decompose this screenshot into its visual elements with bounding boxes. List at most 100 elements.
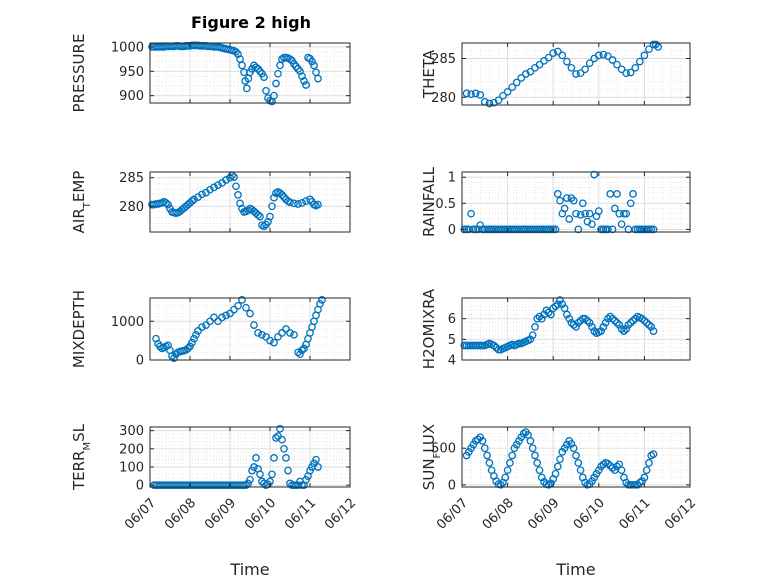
data-point xyxy=(462,89,471,98)
data-point xyxy=(604,52,612,61)
data-point xyxy=(613,318,621,327)
data-point xyxy=(553,462,562,471)
data-point xyxy=(631,63,640,72)
y-label-base: PRESSURE xyxy=(70,34,88,113)
data-point xyxy=(531,451,539,460)
y-label-suffix: LUX xyxy=(420,424,438,453)
data-point xyxy=(314,463,322,471)
data-point xyxy=(640,51,649,60)
data-point xyxy=(622,325,631,333)
y-tick-label: 1000 xyxy=(111,315,144,330)
data-point xyxy=(578,314,587,323)
data-point xyxy=(622,69,631,78)
data-point xyxy=(280,444,288,453)
data-point xyxy=(572,70,580,78)
data-point xyxy=(647,323,656,331)
data-point xyxy=(206,317,214,326)
data-point xyxy=(599,225,608,234)
data-point xyxy=(270,454,278,462)
data-point xyxy=(647,225,656,234)
data-point xyxy=(617,325,626,333)
data-point xyxy=(649,450,658,458)
data-points xyxy=(462,428,658,489)
y-axis-label: H2OMIXRA xyxy=(420,288,438,369)
axes-box xyxy=(149,426,351,488)
data-point xyxy=(517,74,526,82)
data-points xyxy=(152,296,326,362)
y-tick-label: 1 xyxy=(448,171,456,186)
y-axis-label: MIXDEPTH xyxy=(70,290,88,368)
data-point xyxy=(615,321,624,329)
data-point xyxy=(574,225,583,234)
data-point xyxy=(198,323,206,331)
data-point xyxy=(512,78,521,87)
data-point xyxy=(642,466,651,475)
data-point xyxy=(286,55,294,63)
y-tick-label: 280 xyxy=(119,200,144,215)
data-point xyxy=(198,190,206,199)
data-point xyxy=(626,318,635,327)
data-point xyxy=(640,473,649,482)
data-point xyxy=(282,454,290,462)
data-point xyxy=(574,459,583,467)
plot-area xyxy=(150,43,350,103)
data-point xyxy=(496,480,505,489)
data-point xyxy=(242,481,250,490)
data-point xyxy=(629,316,637,325)
y-tick-label: 280 xyxy=(431,91,456,106)
data-point xyxy=(478,437,487,445)
y-tick-label: 100 xyxy=(119,461,144,476)
data-point xyxy=(314,74,322,83)
data-point xyxy=(608,225,617,234)
axes-box xyxy=(149,171,351,233)
data-point xyxy=(649,327,658,335)
data-point xyxy=(246,475,254,484)
y-label-base: TERR xyxy=(70,451,88,492)
data-point xyxy=(234,50,242,59)
data-point xyxy=(645,225,653,234)
data-point xyxy=(590,170,599,179)
data-point xyxy=(266,336,274,345)
data-point xyxy=(300,77,308,85)
y-label-suffix: EMP xyxy=(70,171,88,202)
data-point xyxy=(526,437,535,445)
data-point xyxy=(282,325,290,333)
data-point xyxy=(278,329,286,337)
data-point xyxy=(194,327,202,335)
data-point xyxy=(310,61,318,70)
data-point xyxy=(613,60,621,69)
y-axis-label: AIRTEMP xyxy=(70,171,93,234)
data-point xyxy=(312,455,320,464)
data-point xyxy=(270,338,278,347)
data-point xyxy=(300,344,308,353)
y-tick-label: 0 xyxy=(136,354,144,369)
data-point xyxy=(544,53,553,62)
data-point xyxy=(260,222,268,231)
data-point xyxy=(578,199,587,208)
data-point xyxy=(276,189,284,197)
data-point xyxy=(298,72,306,81)
data-point xyxy=(624,321,633,329)
x-axis-label: Time xyxy=(229,560,269,579)
data-point xyxy=(606,312,615,321)
data-point xyxy=(168,352,176,360)
data-point xyxy=(547,479,555,488)
data-point xyxy=(563,57,571,66)
data-point xyxy=(613,190,621,198)
data-point xyxy=(594,207,603,215)
data-point xyxy=(284,466,292,475)
data-point xyxy=(242,303,250,312)
data-point xyxy=(480,444,489,453)
data-point xyxy=(551,469,560,478)
data-point xyxy=(164,200,172,209)
data-point xyxy=(581,478,589,487)
data-point xyxy=(585,209,594,218)
data-point xyxy=(499,91,507,100)
data-point xyxy=(226,309,234,318)
y-tick-label: 6 xyxy=(448,312,456,327)
data-point xyxy=(192,330,200,339)
data-point xyxy=(296,67,304,76)
data-point xyxy=(531,323,539,331)
